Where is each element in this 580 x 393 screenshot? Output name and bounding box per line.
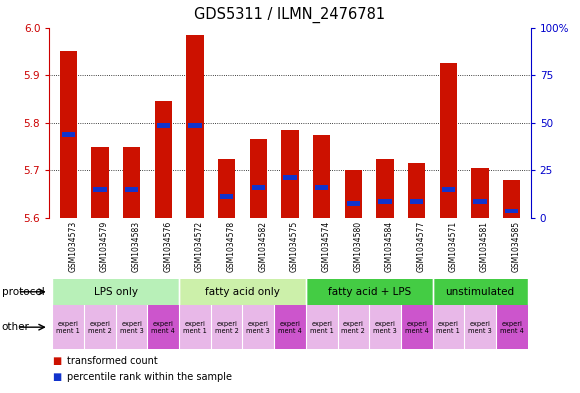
Bar [505, 209, 518, 213]
Bar [284, 175, 296, 180]
Bar [252, 185, 265, 189]
Text: GSM1034577: GSM1034577 [416, 220, 426, 272]
Text: percentile rank within the sample: percentile rank within the sample [67, 372, 231, 382]
Text: other: other [2, 322, 30, 332]
Bar [249, 140, 267, 218]
Bar [496, 305, 528, 349]
Bar [401, 305, 433, 349]
Text: experi
ment 1: experi ment 1 [56, 321, 80, 334]
Text: GSM1034581: GSM1034581 [480, 220, 489, 272]
Text: GSM1034572: GSM1034572 [195, 220, 204, 272]
Bar [52, 279, 179, 305]
Text: GSM1034584: GSM1034584 [385, 220, 394, 272]
Bar [179, 305, 211, 349]
Bar [408, 163, 425, 218]
Text: experi
ment 2: experi ment 2 [215, 321, 238, 334]
Bar [220, 194, 233, 199]
Bar [472, 168, 489, 218]
Bar [440, 63, 457, 218]
Bar [60, 51, 77, 218]
Bar [464, 305, 496, 349]
Text: experi
ment 2: experi ment 2 [342, 321, 365, 334]
Text: experi
ment 4: experi ment 4 [278, 321, 302, 334]
Bar [123, 147, 140, 218]
Text: experi
ment 4: experi ment 4 [500, 321, 524, 334]
Bar [116, 305, 147, 349]
Bar [315, 185, 328, 189]
Bar [62, 132, 75, 137]
Text: experi
ment 3: experi ment 3 [246, 321, 270, 334]
Bar [345, 171, 362, 218]
Bar [147, 305, 179, 349]
Text: experi
ment 1: experi ment 1 [437, 321, 461, 334]
Text: GSM1034573: GSM1034573 [68, 220, 77, 272]
Bar [93, 187, 107, 192]
Text: GSM1034580: GSM1034580 [353, 220, 362, 272]
Bar [218, 158, 235, 218]
Text: GSM1034583: GSM1034583 [132, 220, 140, 272]
Text: GSM1034585: GSM1034585 [512, 220, 521, 272]
Bar [179, 279, 306, 305]
Bar [157, 123, 170, 128]
Bar [410, 199, 423, 204]
Text: GDS5311 / ILMN_2476781: GDS5311 / ILMN_2476781 [194, 7, 386, 23]
Bar [433, 305, 464, 349]
Text: GSM1034571: GSM1034571 [448, 220, 458, 272]
Text: GSM1034582: GSM1034582 [258, 220, 267, 272]
Bar [433, 279, 528, 305]
Bar [306, 279, 433, 305]
Text: GSM1034578: GSM1034578 [227, 220, 235, 272]
Text: fatty acid + LPS: fatty acid + LPS [328, 287, 411, 297]
Bar [379, 199, 392, 204]
Text: unstimulated: unstimulated [445, 287, 514, 297]
Text: protocol: protocol [2, 287, 45, 297]
Text: GSM1034575: GSM1034575 [290, 220, 299, 272]
Text: GSM1034579: GSM1034579 [100, 220, 109, 272]
Text: experi
ment 3: experi ment 3 [373, 321, 397, 334]
Bar [52, 305, 84, 349]
Text: transformed count: transformed count [67, 356, 157, 366]
Bar [369, 305, 401, 349]
Bar [188, 123, 201, 128]
Bar [274, 305, 306, 349]
Text: experi
ment 3: experi ment 3 [468, 321, 492, 334]
Text: fatty acid only: fatty acid only [205, 287, 280, 297]
Bar [125, 187, 138, 192]
Bar [242, 305, 274, 349]
Text: LPS only: LPS only [94, 287, 138, 297]
Bar [155, 101, 172, 218]
Bar [211, 305, 242, 349]
Bar [306, 305, 338, 349]
Bar [91, 147, 108, 218]
Bar [347, 202, 360, 206]
Text: GSM1034576: GSM1034576 [164, 220, 172, 272]
Bar [338, 305, 369, 349]
Text: GSM1034574: GSM1034574 [322, 220, 331, 272]
Bar [473, 199, 487, 204]
Text: ■: ■ [52, 356, 61, 366]
Text: experi
ment 2: experi ment 2 [88, 321, 112, 334]
Bar [376, 158, 394, 218]
Text: experi
ment 4: experi ment 4 [405, 321, 429, 334]
Bar [442, 187, 455, 192]
Text: experi
ment 4: experi ment 4 [151, 321, 175, 334]
Text: experi
ment 1: experi ment 1 [310, 321, 334, 334]
Bar [281, 130, 299, 218]
Bar [313, 135, 331, 218]
Bar [503, 180, 520, 218]
Bar [84, 305, 116, 349]
Text: ■: ■ [52, 372, 61, 382]
Text: experi
ment 1: experi ment 1 [183, 321, 207, 334]
Bar [186, 35, 204, 218]
Text: experi
ment 3: experi ment 3 [119, 321, 143, 334]
